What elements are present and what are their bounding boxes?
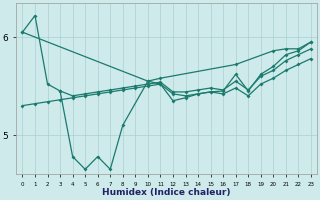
X-axis label: Humidex (Indice chaleur): Humidex (Indice chaleur) [102,188,231,197]
